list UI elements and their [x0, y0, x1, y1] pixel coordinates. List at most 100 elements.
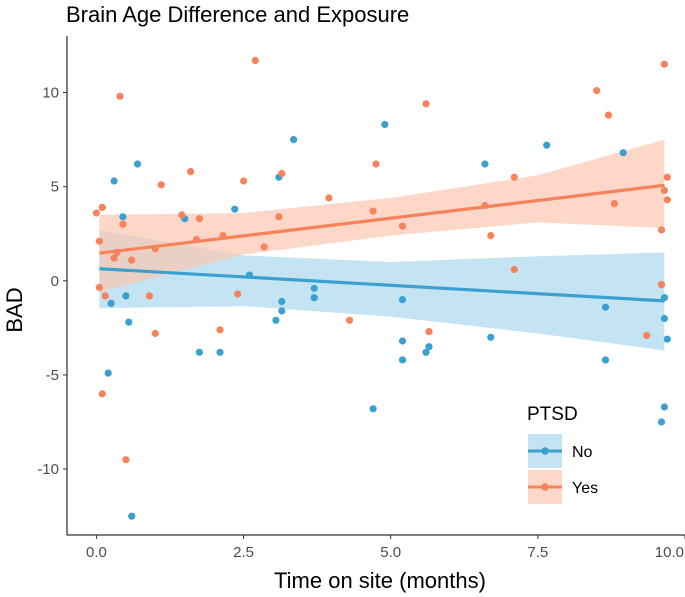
- legend-title: PTSD: [527, 404, 578, 425]
- point-no-19: [310, 294, 318, 302]
- point-yes-4: [98, 390, 106, 398]
- point-no-5: [125, 318, 133, 326]
- y-axis-title: BAD: [2, 287, 27, 332]
- point-no-13: [272, 316, 280, 324]
- point-no-15: [278, 307, 286, 315]
- legend-item-no: No: [528, 434, 593, 468]
- legend-label-no: No: [572, 444, 593, 461]
- y-tick-label-3: 5: [51, 179, 59, 196]
- legend-point-no: [541, 447, 549, 455]
- point-yes-1: [95, 283, 103, 291]
- data-points: [92, 56, 671, 520]
- point-no-32: [657, 418, 666, 426]
- point-yes-46: [660, 60, 669, 68]
- point-yes-36: [487, 232, 495, 240]
- point-no-0: [104, 369, 112, 377]
- point-yes-25: [260, 243, 268, 251]
- point-yes-33: [422, 100, 430, 108]
- x-axis-ticks: 0.0 2.5 5.0 7.5 10.0: [86, 535, 685, 561]
- point-yes-40: [604, 111, 613, 119]
- point-no-6: [128, 512, 136, 520]
- point-yes-13: [151, 329, 159, 338]
- point-yes-32: [398, 222, 407, 230]
- point-yes-22: [234, 290, 242, 298]
- point-no-26: [425, 343, 433, 351]
- point-no-31: [601, 356, 610, 364]
- point-no-34: [660, 314, 669, 323]
- point-yes-2: [95, 237, 103, 245]
- y-axis-ticks: -10 -5 0 5 10: [37, 84, 67, 478]
- point-yes-47: [663, 196, 671, 204]
- x-tick-label-4: 10.0: [655, 544, 684, 561]
- point-no-1: [107, 299, 115, 307]
- y-tick-label-4: 10: [42, 84, 59, 101]
- point-no-29: [543, 141, 551, 149]
- point-yes-43: [657, 281, 666, 289]
- x-tick-label-1: 2.5: [233, 544, 254, 561]
- point-yes-8: [116, 92, 124, 100]
- point-no-18: [310, 284, 318, 292]
- point-yes-39: [593, 87, 601, 95]
- point-yes-10: [122, 456, 130, 464]
- point-yes-11: [128, 256, 136, 264]
- x-tick-label-3: 7.5: [527, 544, 548, 561]
- point-no-24: [398, 296, 407, 304]
- point-no-22: [398, 337, 407, 345]
- point-no-27: [481, 160, 489, 168]
- point-yes-29: [345, 316, 354, 324]
- point-yes-17: [187, 168, 195, 176]
- point-yes-19: [195, 215, 203, 223]
- point-yes-26: [275, 213, 283, 221]
- point-yes-3: [98, 203, 106, 211]
- point-no-20: [369, 405, 377, 413]
- fit-line-no: [99, 267, 665, 303]
- chart-title: Brain Age Difference and Exposure: [66, 2, 409, 27]
- point-yes-42: [643, 331, 651, 339]
- legend-label-yes: Yes: [572, 480, 598, 497]
- point-yes-20: [216, 326, 224, 334]
- point-yes-5: [101, 292, 109, 300]
- point-no-10: [216, 348, 224, 356]
- legend: PTSD No Yes: [527, 404, 598, 504]
- point-yes-15: [157, 181, 165, 189]
- point-yes-48: [663, 173, 671, 181]
- point-yes-23: [240, 177, 248, 185]
- point-no-28: [487, 333, 495, 341]
- point-yes-41: [610, 200, 619, 208]
- point-yes-38: [510, 265, 518, 274]
- point-yes-12: [145, 292, 153, 300]
- point-no-25: [422, 348, 430, 356]
- legend-item-yes: Yes: [528, 470, 598, 504]
- confidence-band-yes: [99, 139, 665, 293]
- point-no-21: [381, 120, 389, 129]
- point-yes-0: [92, 209, 100, 217]
- y-tick-label-2: 0: [51, 273, 59, 290]
- point-no-17: [290, 136, 298, 144]
- x-tick-label-2: 5.0: [380, 544, 401, 561]
- point-yes-44: [657, 226, 666, 234]
- point-no-2: [110, 177, 118, 185]
- y-tick-label-1: -5: [46, 367, 59, 384]
- confidence-band-no: [99, 230, 665, 351]
- fit-lines: [99, 183, 665, 303]
- point-no-7: [134, 160, 142, 168]
- point-no-30: [601, 303, 610, 311]
- point-yes-45: [660, 186, 669, 194]
- confidence-bands: [99, 139, 665, 351]
- point-no-3: [119, 213, 127, 221]
- point-yes-37: [510, 173, 518, 181]
- point-yes-6: [110, 254, 118, 262]
- point-no-4: [122, 292, 130, 300]
- point-no-33: [660, 403, 669, 411]
- point-yes-27: [278, 169, 286, 178]
- x-axis-title: Time on site (months): [274, 568, 486, 593]
- point-no-35: [663, 335, 671, 343]
- point-no-11: [231, 205, 239, 213]
- point-yes-31: [372, 160, 380, 168]
- x-tick-label-0: 0.0: [86, 544, 107, 561]
- point-yes-28: [325, 194, 333, 202]
- point-yes-34: [425, 328, 433, 336]
- point-no-23: [398, 356, 407, 364]
- point-no-38: [619, 149, 627, 157]
